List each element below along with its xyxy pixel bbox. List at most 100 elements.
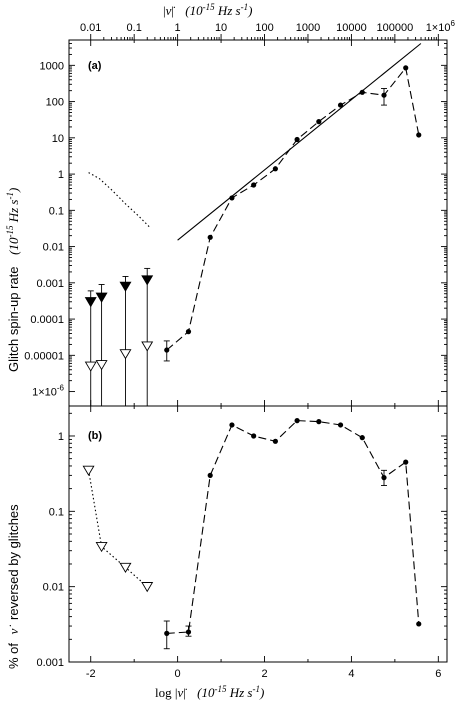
panel-b-point <box>403 459 409 465</box>
panel-b-point <box>185 629 192 635</box>
top-axis-label-exp: -15 <box>203 2 215 12</box>
panel-a-ytick-label: 0.1 <box>49 205 64 217</box>
panel-a-dotted-curve <box>88 172 150 228</box>
top-tick-label: 10 <box>215 22 227 34</box>
panel-b-frame <box>68 405 448 663</box>
bottom-axis-label: log |ν̇| (10-15 Hz s-1) <box>155 684 264 700</box>
panel-b-point <box>416 621 422 627</box>
panel-a-filled-triangle <box>84 297 97 308</box>
panel-a-point <box>294 136 300 143</box>
bottom-axis-label-nudot: ν̇ <box>177 685 187 700</box>
panel-a-point <box>337 102 344 108</box>
panel-a-ylabel-exp: -15 <box>5 225 15 237</box>
bottom-tick-label: 2 <box>261 668 267 680</box>
panel-a-point <box>316 119 322 125</box>
panel-a-point <box>381 92 387 98</box>
panel-a-open-triangle <box>119 349 132 360</box>
panel-a-open-triangle <box>141 341 154 352</box>
top-axis-label: |ν̇| (10-15 Hz s-1) <box>163 2 252 18</box>
top-tick-label: 0.01 <box>80 22 101 34</box>
panel-a-ytick-label: 1 <box>58 169 64 181</box>
panel-a-fit-line <box>177 43 422 241</box>
top-axis-label-units2: Hz s <box>215 3 241 18</box>
panel-b-point <box>294 418 300 424</box>
panel-b-open-triangle <box>95 542 108 553</box>
bottom-axis-label-exp2: -1 <box>252 684 260 694</box>
panel-a-filled-triangle <box>95 292 108 303</box>
bottom-tick-label: 0 <box>175 668 181 680</box>
panel-a-ytick-label: 0.001 <box>36 278 64 290</box>
chart-marks <box>82 43 422 650</box>
panel-a-point <box>185 329 192 335</box>
panel-b-open-triangle <box>119 562 132 573</box>
panel-a-ytick-label: 10 <box>52 133 64 145</box>
panel-a-point <box>207 234 213 240</box>
panel-a-filled-triangle <box>119 281 132 292</box>
panel-b-ytick-label: 1 <box>58 431 64 443</box>
panel-b-ylabel: % of ν̇ reversed by glitches <box>6 504 21 669</box>
panel-a-point <box>251 182 257 188</box>
panel-b-point <box>229 422 235 428</box>
top-tick-label: 100 <box>255 22 273 34</box>
panel-a-point <box>164 347 170 353</box>
bottom-tick-label: 4 <box>348 668 354 680</box>
panel-b-ytick-label: 0.001 <box>36 657 64 669</box>
panel-a-ytick-label: 0.0001 <box>30 314 64 326</box>
top-tick-label: 10000 <box>336 22 367 34</box>
panel-b-point <box>272 438 278 444</box>
panel-a-open-triangle <box>84 361 97 372</box>
panel-a-ytick-label: 1000 <box>40 60 64 72</box>
panel-b-point <box>337 422 344 428</box>
tick-labels: -2 0 2 4 6 0.01 0.1 1 10 100 1000 10000 100000 1×106 1… <box>24 19 455 680</box>
bottom-axis-label-units2: Hz s <box>226 685 252 700</box>
panel-b-dashed-series <box>166 420 420 634</box>
panel-b-ytick-label: 0.1 <box>49 506 64 518</box>
panel-b-tag: (b) <box>88 430 102 442</box>
panel-b-point <box>359 435 365 441</box>
bottom-tick-label: 6 <box>435 668 441 680</box>
top-axis-label-units: (10 <box>185 3 203 18</box>
top-tick-label: 1 <box>175 22 181 34</box>
top-tick-label: 100000 <box>377 22 414 34</box>
bottom-tick-label: -2 <box>86 668 96 680</box>
top-axis-label-nudot: ν̇ <box>166 3 176 18</box>
panel-b-point <box>316 419 322 425</box>
panel-b-ylabel-rest: reversed by glitches <box>6 504 21 620</box>
panel-b-point <box>381 475 387 481</box>
top-tick-label: 0.1 <box>127 22 142 34</box>
panel-a-ylabel-main: Glitch spin-up rate <box>6 267 21 373</box>
panel-a-ylabel-units: (10 <box>6 237 21 255</box>
panel-b-point <box>164 630 170 636</box>
top-tick-label: 1000 <box>296 22 320 34</box>
top-axis-label-close: ) <box>247 3 252 18</box>
panel-b-ytick-label: 0.01 <box>43 582 64 594</box>
panel-a-ylabel-close: ) <box>6 188 21 193</box>
panel-b-ylabel-pct: % of <box>6 643 21 669</box>
panel-a-ytick-label: 0.00001 <box>24 350 64 362</box>
panel-a-filled-triangle <box>141 275 154 286</box>
panel-a-point <box>403 65 409 71</box>
panel-b-dotted-series <box>88 470 148 588</box>
panel-b-ylabel-nudot: ν̇ <box>6 625 21 635</box>
panel-b-open-triangle <box>82 465 95 476</box>
panel-a-point <box>359 89 365 95</box>
bottom-axis-label-units: (10 <box>197 685 215 700</box>
axis-ticks <box>69 34 447 663</box>
panel-a-dashed-series <box>166 66 420 351</box>
panel-a-point <box>416 132 422 138</box>
bottom-axis-label-close: ) <box>259 685 264 700</box>
top-axis-label-bar1: | <box>163 3 166 18</box>
bottom-axis-label-exp: -15 <box>214 684 226 694</box>
panel-a-point <box>272 166 278 172</box>
panel-a-ylabel-exp2: -1 <box>5 192 15 200</box>
panel-a-tag: (a) <box>88 60 102 72</box>
panel-b-point <box>251 433 257 439</box>
top-tick-label: 1×106 <box>426 19 456 34</box>
panel-b-open-triangle <box>141 582 154 593</box>
panel-a-ylabel-units2: Hz s <box>6 200 21 226</box>
bottom-axis-label-bar: | <box>183 685 186 700</box>
panel-a-ytick-label: 100 <box>46 97 64 109</box>
panel-b-point <box>207 472 213 478</box>
panel-a-ytick-label: 0.01 <box>43 242 64 254</box>
